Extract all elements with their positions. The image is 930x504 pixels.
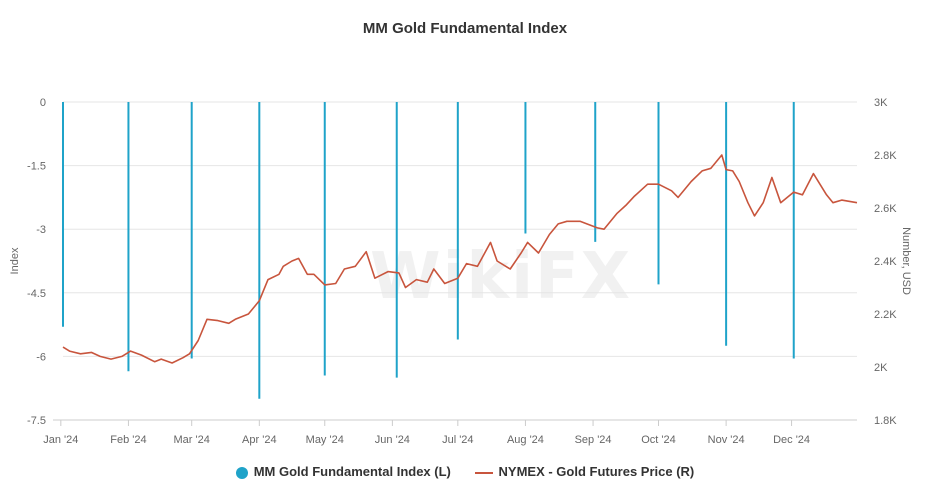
legend-item-index[interactable]: MM Gold Fundamental Index (L) [235, 464, 451, 480]
x-tick-label: Mar '24 [174, 434, 210, 446]
x-tick-label: Feb '24 [110, 434, 146, 446]
y-right-tick-label: 1.8K [874, 415, 897, 427]
x-tick-label: May '24 [306, 434, 344, 446]
x-tick-label: Sep '24 [575, 434, 612, 446]
price-line [62, 154, 858, 364]
watermark: WikiFX [370, 240, 633, 314]
y-right-tick-label: 3K [874, 97, 888, 109]
x-tick-label: Jun '24 [375, 434, 410, 446]
y-left-tick-label: -6 [36, 351, 46, 363]
legend: MM Gold Fundamental Index (L) NYMEX - Go… [0, 463, 930, 479]
x-tick-label: Jan '24 [43, 434, 78, 446]
x-tick-label: Apr '24 [242, 434, 277, 446]
y-right-tick-label: 2.6K [874, 203, 897, 215]
legend-price-marker [474, 471, 493, 474]
y-right-tick-label: 2.8K [874, 150, 897, 162]
chart-title: MM Gold Fundamental Index [362, 20, 568, 37]
y-right-tick-label: 2.2K [874, 309, 897, 321]
x-tick-label: Oct '24 [641, 434, 676, 446]
y-left-tick-label: -1.5 [27, 161, 46, 173]
y-left-tick-label: -3 [36, 224, 46, 236]
y-right-axis-title: Number, USD [900, 227, 912, 295]
y-left-tick-label: 0 [40, 97, 46, 109]
y-left-tick-label: -4.5 [27, 288, 46, 300]
x-tick-label: Nov '24 [708, 434, 745, 446]
legend-item-price[interactable]: NYMEX - Gold Futures Price (R) [474, 464, 695, 480]
y-right-tick-label: 2K [874, 362, 888, 374]
x-tick-label: Jul '24 [442, 434, 473, 446]
y-left-tick-label: -7.5 [27, 415, 46, 427]
legend-index-label: MM Gold Fundamental Index (L) [253, 464, 451, 480]
x-tick-label: Aug '24 [507, 434, 544, 446]
x-tick-label: Dec '24 [773, 434, 810, 446]
legend-price-label: NYMEX - Gold Futures Price (R) [498, 464, 695, 480]
legend-index-marker [235, 466, 248, 479]
y-right-tick-label: 2.4K [874, 256, 897, 268]
y-left-axis-title: Index [9, 247, 21, 274]
